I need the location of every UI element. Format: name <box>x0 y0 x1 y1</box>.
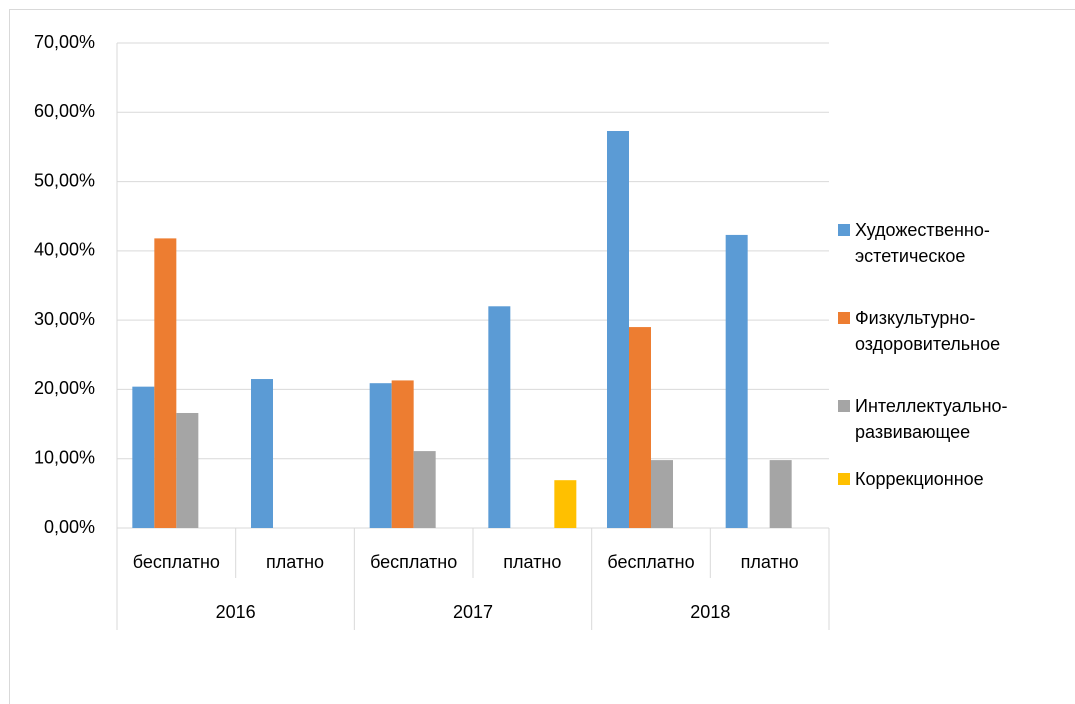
chart-border <box>9 9 1075 704</box>
bar <box>132 386 155 528</box>
x-tick-label: бесплатно <box>607 552 694 572</box>
bar <box>369 383 392 528</box>
bar <box>651 460 673 528</box>
y-tick-label: 50,00% <box>34 170 95 190</box>
bar <box>413 451 436 528</box>
bar <box>488 306 511 528</box>
bar <box>607 130 629 528</box>
bar <box>251 379 273 528</box>
x-tick-label: бесплатно <box>370 552 457 572</box>
bar <box>391 380 414 528</box>
x-tick-label: платно <box>266 552 324 572</box>
bar <box>629 327 651 528</box>
legend-swatch <box>838 312 850 324</box>
group-label: 2017 <box>453 602 493 622</box>
legend-swatch <box>838 224 850 236</box>
legend-swatch <box>838 473 850 485</box>
y-tick-label: 10,00% <box>34 447 95 467</box>
y-tick-label: 30,00% <box>34 309 95 329</box>
group-label: 2018 <box>690 602 730 622</box>
bar <box>554 480 577 528</box>
y-tick-label: 0,00% <box>44 517 95 537</box>
bar <box>725 234 748 528</box>
y-tick-label: 70,00% <box>34 32 95 52</box>
legend-label: Коррекционное <box>855 469 984 489</box>
y-tick-label: 60,00% <box>34 101 95 121</box>
legend-label: Физкультурно-оздоровительное <box>855 308 1001 354</box>
bar <box>769 460 792 528</box>
y-tick-label: 20,00% <box>34 378 95 398</box>
x-tick-label: платно <box>741 552 799 572</box>
legend-label: Художественно-эстетическое <box>855 220 990 266</box>
legend-swatch <box>838 400 850 412</box>
bar <box>176 412 199 528</box>
bar <box>154 238 177 528</box>
x-tick-label: платно <box>503 552 561 572</box>
y-tick-label: 40,00% <box>34 240 95 260</box>
group-label: 2016 <box>216 602 256 622</box>
legend-label: Интеллектуально-развивающее <box>855 396 1008 442</box>
x-tick-label: бесплатно <box>133 552 220 572</box>
